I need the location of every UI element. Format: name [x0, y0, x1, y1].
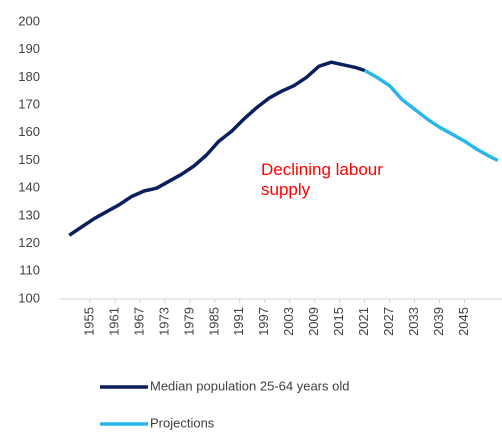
x-tick-label: 1991: [231, 307, 246, 336]
y-tick-label: 120: [18, 235, 40, 250]
y-tick-label: 100: [18, 290, 40, 305]
x-tick-label: 1955: [81, 307, 96, 336]
x-tick-label: 1973: [156, 307, 171, 336]
series-line: [363, 68, 499, 163]
y-tick-label: 130: [18, 207, 40, 222]
legend-label: Projections: [150, 415, 215, 430]
x-tick-label: 2045: [456, 307, 471, 336]
annotation: Declining labour supply: [261, 160, 383, 199]
x-tick-label: 1979: [181, 307, 196, 336]
legend-label: Median population 25-64 years old: [150, 378, 349, 393]
y-tick-label: 160: [18, 124, 40, 139]
y-tick-label: 190: [18, 41, 40, 56]
x-tick-label: 2027: [381, 307, 396, 336]
x-tick-label: 1967: [131, 307, 146, 336]
x-tick-label: 1985: [206, 307, 221, 336]
y-tick-label: 170: [18, 97, 40, 112]
x-tick-label: 2015: [331, 307, 346, 336]
x-tick-label: 2021: [356, 307, 371, 336]
y-tick-label: 150: [18, 152, 40, 167]
y-tick-label: 140: [18, 180, 40, 195]
x-tick-label: 1997: [256, 307, 271, 336]
y-tick-label: 110: [19, 263, 40, 278]
series-line: [68, 60, 366, 237]
y-tick-label: 200: [18, 13, 40, 28]
x-tick-label: 2039: [431, 307, 446, 336]
x-tick-label: 2003: [281, 307, 296, 336]
y-tick-label: 180: [18, 69, 40, 84]
x-tick-label: 1961: [106, 307, 121, 336]
x-tick-label: 2033: [406, 307, 421, 336]
x-tick-label: 2009: [306, 307, 321, 336]
